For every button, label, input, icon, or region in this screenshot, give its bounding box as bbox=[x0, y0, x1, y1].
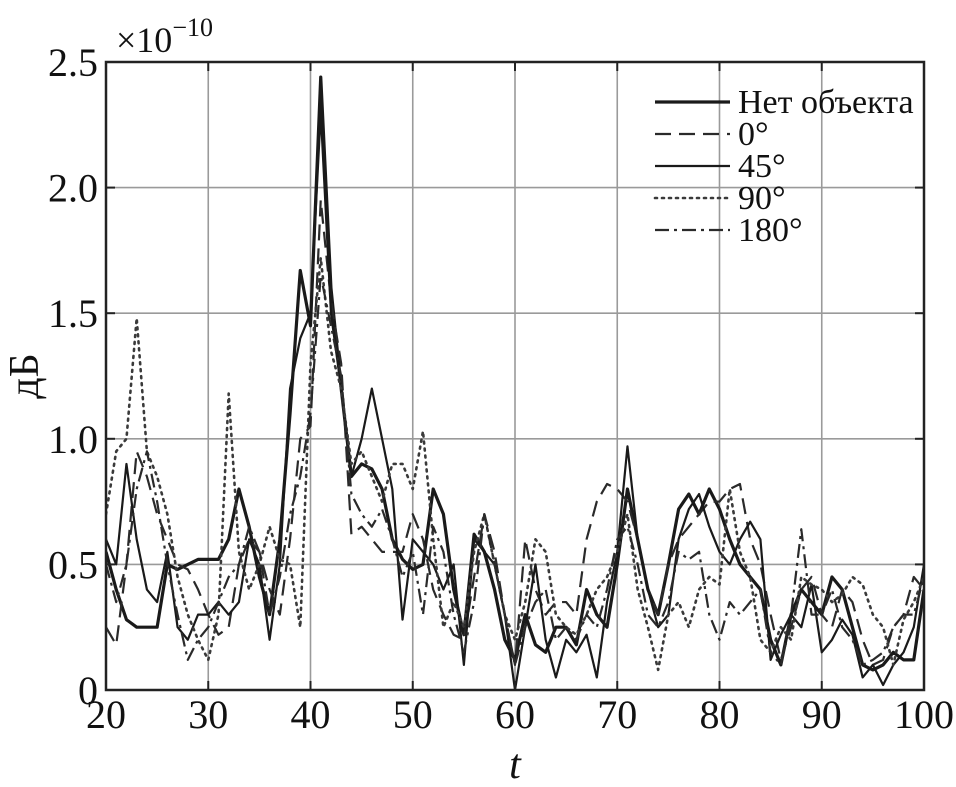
series-layer bbox=[106, 75, 924, 690]
x-tick-label: 50 bbox=[393, 692, 433, 737]
legend-label-3: 90° bbox=[738, 180, 786, 217]
x-tick-label: 40 bbox=[291, 692, 331, 737]
x-tick-label: 60 bbox=[495, 692, 535, 737]
legend-label-0: Нет объекта bbox=[738, 84, 914, 121]
y-axis-label: дБ bbox=[2, 353, 48, 399]
series-line-3 bbox=[106, 256, 924, 672]
legend-label-2: 45° bbox=[738, 148, 786, 185]
x-axis-label: t bbox=[509, 742, 522, 787]
x-tick-label: 100 bbox=[894, 692, 954, 737]
x-tick-label: 90 bbox=[802, 692, 842, 737]
x-tick-label: 20 bbox=[86, 692, 126, 737]
y-tick-label: 2.5 bbox=[48, 40, 98, 85]
legend-label-1: 0° bbox=[738, 116, 769, 153]
series-line-4 bbox=[106, 274, 924, 666]
y-tick-label: 1.5 bbox=[48, 291, 98, 336]
x-tick-label: 30 bbox=[188, 692, 228, 737]
x-tick-label: 80 bbox=[700, 692, 740, 737]
y-tick-label: 0.5 bbox=[48, 542, 98, 587]
y-multiplier: ×10−10 bbox=[116, 13, 213, 60]
y-tick-label: 0 bbox=[78, 668, 98, 713]
series-line-2 bbox=[106, 111, 924, 690]
legend-label-4: 180° bbox=[738, 212, 803, 249]
x-tick-label: 70 bbox=[597, 692, 637, 737]
y-tick-label: 1.0 bbox=[48, 417, 98, 462]
y-tick-label: 2.0 bbox=[48, 166, 98, 211]
axis-ticks: 20 30 40 50 60 70 80 90 100 0 0.5 1.0 1.5 2.0 2.5 bbox=[48, 40, 954, 737]
